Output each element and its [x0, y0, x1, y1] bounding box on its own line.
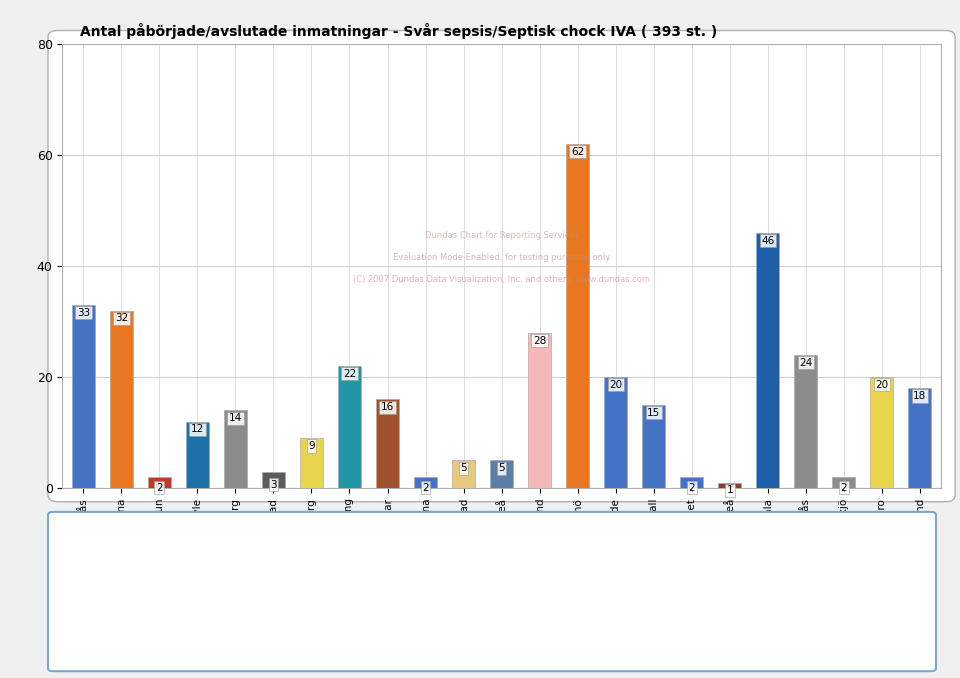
Text: 18: 18 — [913, 391, 926, 401]
Text: 32: 32 — [114, 313, 128, 323]
Bar — [604, 377, 627, 488]
Bar — [262, 471, 285, 488]
Text: 28: 28 — [533, 336, 546, 346]
Text: 15: 15 — [647, 407, 660, 418]
Text: 5: 5 — [498, 463, 505, 473]
Text: 24: 24 — [799, 358, 812, 367]
Bar — [110, 311, 132, 488]
Bar — [72, 305, 95, 488]
Bar — [908, 388, 931, 488]
Text: 5: 5 — [460, 463, 467, 473]
Bar — [224, 410, 247, 488]
Text: 62: 62 — [571, 146, 585, 157]
Text: 20: 20 — [876, 380, 888, 390]
Bar — [794, 355, 817, 488]
Text: 1: 1 — [727, 485, 733, 496]
Text: 16: 16 — [381, 402, 395, 412]
Bar — [871, 377, 893, 488]
Text: 12: 12 — [191, 424, 204, 435]
Text: 2: 2 — [422, 483, 429, 493]
Text: 2: 2 — [156, 483, 162, 493]
Bar — [338, 366, 361, 488]
Text: 3: 3 — [270, 480, 276, 490]
Text: 20: 20 — [609, 380, 622, 390]
Text: 46: 46 — [761, 235, 775, 245]
Bar — [376, 399, 399, 488]
Bar — [452, 460, 475, 488]
Text: 9: 9 — [308, 441, 315, 451]
Text: Antal registrerade 2014(noterat 2015-04-22).
Det saknas registreringar från Dand: Antal registrerade 2014(noterat 2015-04-… — [80, 550, 601, 614]
Bar — [756, 233, 780, 488]
Bar — [832, 477, 855, 488]
Bar — [718, 483, 741, 488]
Text: 22: 22 — [343, 369, 356, 379]
Text: Dundas Chart for Reporting Services: Dundas Chart for Reporting Services — [424, 231, 579, 239]
Text: (C) 2007 Dundas Data Visualization, Inc. and others, www.dundas.com: (C) 2007 Dundas Data Visualization, Inc.… — [353, 275, 650, 284]
Text: Evaluation Mode Enabled, for testing purposes only: Evaluation Mode Enabled, for testing pur… — [393, 253, 611, 262]
Text: 33: 33 — [77, 308, 90, 318]
Bar — [681, 477, 703, 488]
Bar — [642, 405, 665, 488]
Bar — [300, 438, 323, 488]
Bar — [186, 422, 209, 488]
Text: 2: 2 — [841, 483, 847, 493]
Bar — [491, 460, 513, 488]
Bar — [528, 333, 551, 488]
Bar — [414, 477, 437, 488]
Text: Antal påbörjade/avslutade inmatningar - Svår sepsis/Septisk chock IVA ( 393 st. : Antal påbörjade/avslutade inmatningar - … — [80, 23, 717, 39]
Bar — [148, 477, 171, 488]
Text: 2: 2 — [688, 483, 695, 493]
Text: 14: 14 — [228, 413, 242, 423]
Bar — [566, 144, 589, 488]
